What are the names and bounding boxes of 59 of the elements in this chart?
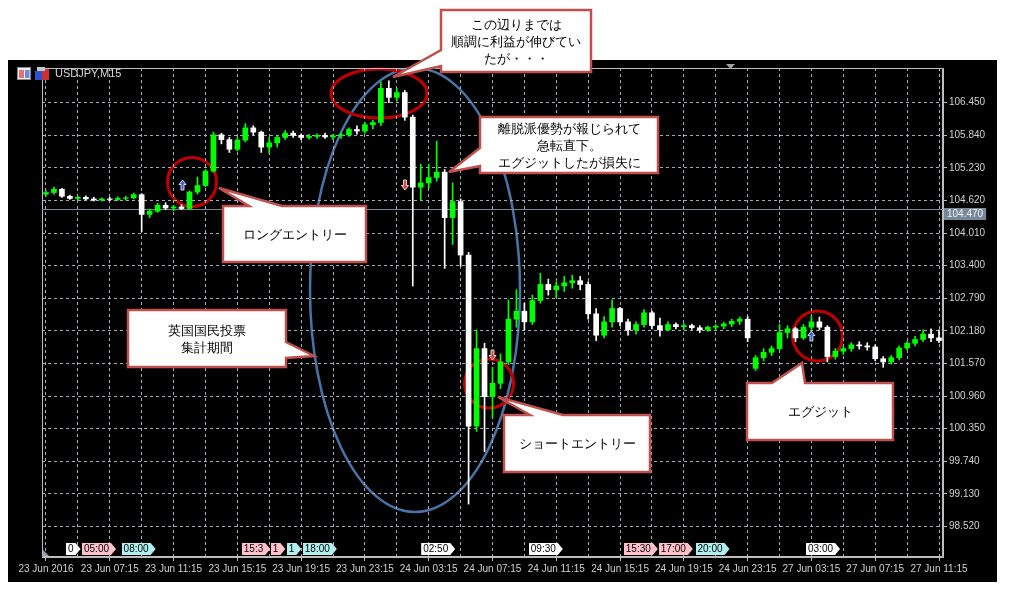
annotation: 15:30 xyxy=(623,543,658,555)
x-tick-label: 23 Jun 11:15 xyxy=(145,562,203,574)
annotation: 英国国民投票集計期間 xyxy=(168,321,246,356)
x-tick-label: 24 Jun 07:15 xyxy=(463,562,522,574)
y-tick-label: 98.520 xyxy=(949,520,981,532)
annotation: 20:00 xyxy=(695,543,730,555)
x-tick-label: 24 Jun 11:15 xyxy=(527,562,586,574)
text: この辺りまでは順調に利益が伸びていたが・・・ xyxy=(451,15,581,67)
annotation: 0 xyxy=(66,543,81,555)
annotation: 03:00 xyxy=(806,543,841,555)
x-tick-label: 27 Jun 11:15 xyxy=(910,562,968,574)
chart-title: USDJPY,M15 xyxy=(55,67,122,80)
annotation: 17:00 xyxy=(658,543,693,555)
y-tick-label: 103.400 xyxy=(949,259,986,271)
x-tick-label: 24 Jun 19:15 xyxy=(654,562,714,574)
annotation: 02:50 xyxy=(421,543,456,555)
y-tick-label: 99.130 xyxy=(949,487,981,499)
y-tick-label: 99.740 xyxy=(949,455,981,467)
y-tick-label: 102.180 xyxy=(949,324,986,336)
candlestick xyxy=(657,317,663,337)
annotation: 08:00 xyxy=(121,543,156,555)
y-tick-label: 104.620 xyxy=(949,194,986,206)
annotation: 05:00 xyxy=(82,543,117,555)
x-tick-label: 24 Jun 15:15 xyxy=(591,562,650,574)
x-tick-label: 23 Jun 2016 xyxy=(18,562,74,574)
x-tick-label: 27 Jun 03:15 xyxy=(782,562,841,574)
y-tick-label: 100.350 xyxy=(949,422,986,434)
y-tick-label: 105.230 xyxy=(949,161,986,173)
candlestick xyxy=(433,140,440,182)
annotation: 09:30 xyxy=(528,543,563,555)
ref-line-label: 104.470 xyxy=(947,207,984,219)
annotation: 18:00 xyxy=(302,543,337,555)
x-tick-label: 23 Jun 07:15 xyxy=(80,562,140,574)
candlestick xyxy=(936,329,942,344)
x-tick-label: 23 Jun 15:15 xyxy=(208,562,267,574)
x-tick-label: 27 Jun 07:15 xyxy=(846,562,905,574)
candlestick xyxy=(417,163,424,201)
x-tick-label: 24 Jun 03:15 xyxy=(399,562,459,574)
y-tick-label: 105.840 xyxy=(949,129,986,141)
y-tick-label: 104.010 xyxy=(949,226,986,238)
annotation: ショートエントリー xyxy=(518,435,636,452)
x-tick-label: 24 Jun 23:15 xyxy=(718,562,777,574)
candlestick xyxy=(569,275,576,289)
candlestick xyxy=(928,328,934,342)
candlestick xyxy=(425,163,432,189)
annotation: 離脱派優勢が報じられて急転直下。エグジットしたが損失に xyxy=(497,119,641,171)
y-tick-label: 106.450 xyxy=(949,96,986,108)
annotation: 15:3 xyxy=(241,543,271,555)
annotation: 1 xyxy=(270,543,286,555)
annotation: ロングエントリー xyxy=(242,225,347,243)
y-tick-label: 100.960 xyxy=(949,389,986,401)
annotation: 1 xyxy=(286,543,302,555)
candlestick xyxy=(553,281,560,299)
annotation: エグジット xyxy=(787,403,853,420)
y-tick-label: 102.790 xyxy=(949,292,986,304)
candlestick xyxy=(354,125,360,135)
x-tick-label: 23 Jun 23:15 xyxy=(336,562,395,574)
y-tick-label: 101.570 xyxy=(949,357,986,369)
x-tick-label: 23 Jun 19:15 xyxy=(272,562,331,574)
